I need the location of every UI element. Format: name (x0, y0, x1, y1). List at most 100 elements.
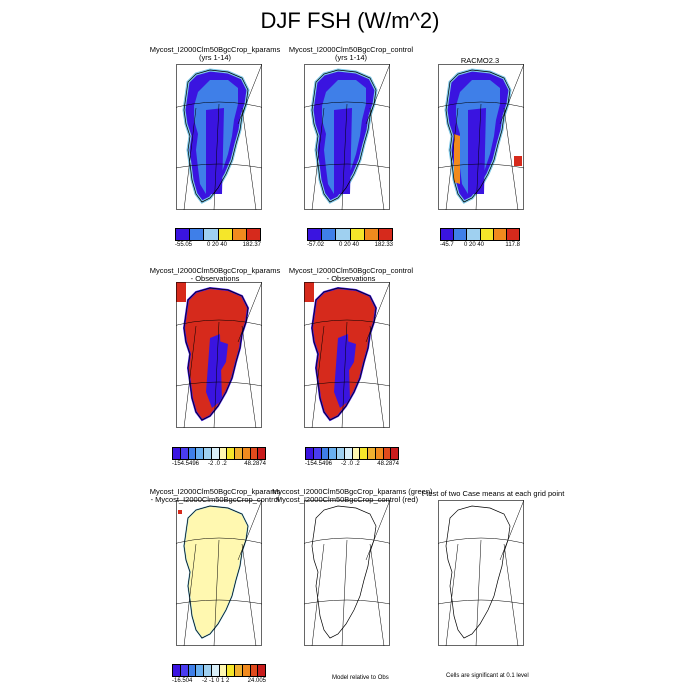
graticule (438, 64, 524, 210)
negative-field-east (216, 340, 228, 372)
panel-1-title: Mycost_I2000Clm50BgcCrop_kparams (yrs 1-… (140, 46, 290, 62)
map-border (176, 64, 262, 210)
panel-1-title-line1: Mycost_I2000Clm50BgcCrop_kparams (149, 45, 281, 54)
longitude-line (311, 107, 325, 210)
colorbar-swatch (306, 448, 314, 459)
panel-1-title-line2: (yrs 1-14) (198, 53, 232, 62)
panel-3-title: RACMO2.3 (430, 57, 530, 65)
panel-8-title: t-test of two Case means at each grid po… (418, 490, 568, 498)
latitude-line (438, 101, 524, 108)
colorbar-swatch (250, 448, 259, 459)
coastline (311, 287, 377, 421)
colorbar-6-min: -16.504 (172, 678, 193, 684)
colorbar-swatch (196, 665, 204, 676)
map-panel-8 (438, 500, 524, 646)
colorbar-swatch (454, 229, 468, 240)
colorbar-swatch (337, 448, 345, 459)
coastline (183, 287, 249, 421)
colorbar-swatch (190, 229, 205, 240)
colorbar-swatch (196, 448, 204, 459)
coastline (183, 505, 249, 639)
colorbar-swatch (336, 229, 351, 240)
colorbar-swatch (204, 229, 219, 240)
significance-note: Cells are significant at 0.1 level (446, 673, 529, 679)
ocean-cell (176, 282, 186, 302)
colorbar-swatch (180, 665, 189, 676)
colorbar-swatch (467, 229, 481, 240)
latitude-line (176, 101, 262, 108)
latitude-line (176, 163, 262, 169)
colorbar-swatch (350, 229, 365, 240)
colorbar-swatch (321, 448, 330, 459)
longitude-line (237, 500, 262, 561)
difference-cell (178, 510, 182, 514)
longitude-line (311, 543, 325, 646)
colorbar-4-min: -154.5496 (172, 461, 200, 467)
colorbar-2-min: -57.02 (307, 242, 325, 248)
colorbar-swatch (375, 448, 384, 459)
colorbar-swatch (344, 448, 353, 459)
coastline (311, 69, 377, 203)
graticule (304, 64, 390, 210)
map-border (304, 64, 390, 210)
map-panel-3 (438, 64, 524, 210)
margin-warm-field (454, 134, 460, 184)
panel-7-title-line2: Mycost_I2000Clm50BgcCrop_control (red) (275, 495, 419, 504)
colorbar-swatch (329, 448, 337, 459)
colorbar-swatch (313, 448, 322, 459)
panel-4-title: Mycost_I2000Clm50BgcCrop_kparams - Obser… (140, 267, 290, 283)
colorbar-1-swatches (175, 228, 261, 241)
panel-8-title-line1: t-test of two Case means at each grid po… (421, 489, 565, 498)
panel-5-title: Mycost_I2000Clm50BgcCrop_control - Obser… (276, 267, 426, 283)
longitude-line (241, 107, 257, 210)
colorbar-4-max: 48.2874 (244, 461, 266, 467)
colorbar-swatch (383, 448, 392, 459)
longitude-line (499, 64, 524, 125)
colorbar-swatch (227, 448, 235, 459)
colorbar-3-min: -45.7 (440, 242, 454, 248)
figure-title: DJF FSH (W/m^2) (260, 8, 440, 33)
map-border (304, 282, 390, 428)
map-panel-5 (304, 282, 390, 428)
colorbar-5-max: 48.2874 (377, 461, 399, 467)
negative-field-east (344, 340, 356, 372)
south-field (468, 108, 486, 194)
longitude-line (475, 539, 482, 646)
colorbar-swatch (480, 229, 494, 240)
colorbar-swatch (180, 448, 189, 459)
map-panel-4 (176, 282, 262, 428)
colorbar-2-swatches (307, 228, 393, 241)
longitude-line (241, 325, 257, 428)
colorbar-3-swatches (440, 228, 520, 241)
panel-7-title: Myccost_I2000Clm50BgcCrop_kparams (green… (272, 488, 433, 504)
longitude-line (311, 325, 325, 428)
panel-5-title-line2: - Observations (326, 274, 376, 283)
latitude-line (304, 163, 390, 169)
longitude-line (237, 64, 262, 125)
coastal-warm-cell (514, 156, 522, 166)
colorbar-swatch (204, 665, 212, 676)
map-panel-2 (304, 64, 390, 210)
graticule (438, 500, 524, 646)
coastline (183, 69, 249, 203)
map-border (176, 282, 262, 428)
panel-2-title-line1: Mycost_I2000Clm50BgcCrop_control (288, 45, 414, 54)
colorbar-swatch (188, 665, 197, 676)
colorbar-swatch (235, 448, 243, 459)
latitude-line (304, 381, 390, 387)
colorbar-4: -154.5496 -2 .0 .2 48.2874 (172, 447, 266, 469)
colorbar-6: -16.504 -2 -1 0 1 2 24.005 (172, 664, 266, 686)
colorbar-swatch (211, 448, 220, 459)
colorbar-4-ticks: -2 .0 .2 (208, 461, 227, 467)
colorbar-swatch (242, 448, 251, 459)
colorbar-5-swatches (305, 447, 399, 460)
colorbar-1-ticks: 0 20 40 (207, 242, 228, 248)
colorbar-1-min: -55.05 (175, 242, 193, 248)
longitude-line (365, 64, 390, 125)
longitude-line (445, 543, 459, 646)
south-field (206, 108, 224, 194)
colorbar-swatch (242, 665, 251, 676)
colorbar-swatch (368, 448, 376, 459)
map-border (438, 500, 524, 646)
colorbar-swatch (218, 229, 233, 240)
